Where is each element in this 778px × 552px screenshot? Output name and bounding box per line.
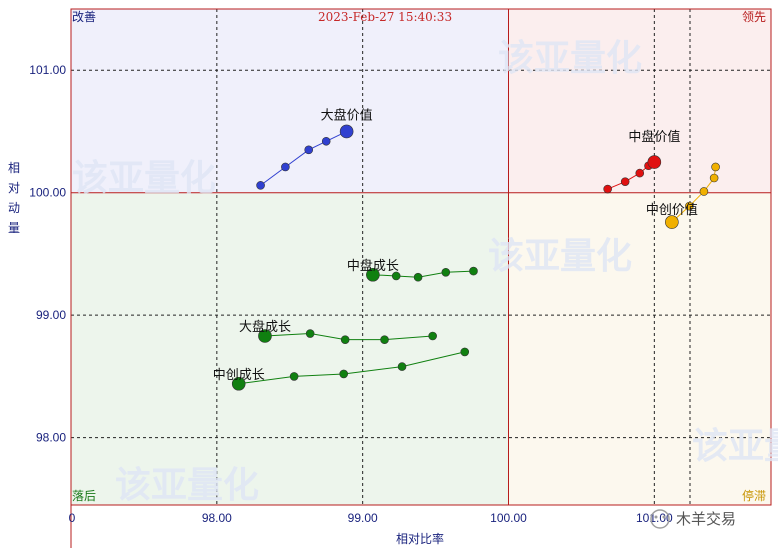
quadrant-label-improving: 改善 <box>72 9 96 24</box>
y-tick-label: 99.00 <box>36 308 66 322</box>
series-head-point <box>258 329 272 343</box>
brand-mark: 木羊交易 <box>650 509 736 529</box>
x-tick-label: 100.00 <box>490 511 527 525</box>
y-axis-title: 相对动量 <box>8 161 20 235</box>
watermark: 该亚量化 <box>498 38 642 79</box>
series-head-point <box>366 267 380 282</box>
series-head-point <box>339 124 354 139</box>
series-label: 中创成长 <box>213 368 265 383</box>
series-head-point <box>665 215 679 229</box>
series-point <box>281 162 290 172</box>
series-point <box>469 266 478 276</box>
quadrant-leading <box>508 9 771 193</box>
series-point <box>321 136 331 146</box>
series-label: 中盘成长 <box>347 258 399 274</box>
quadrant-label-lagging: 落后 <box>72 489 96 503</box>
x-tick-label: 101.00 <box>636 511 673 525</box>
series-point <box>305 329 315 338</box>
series-point <box>460 347 470 357</box>
series-point <box>256 181 265 190</box>
series-point <box>340 335 350 344</box>
series-point <box>441 268 451 277</box>
quadrant-improving <box>71 9 509 193</box>
series-point <box>709 173 719 183</box>
watermark: 该亚量化 <box>692 426 778 467</box>
y-tick-label: 101.00 <box>29 63 66 77</box>
series-point <box>603 184 612 194</box>
y-tick-label: 98.00 <box>36 431 66 445</box>
quadrant-weakening <box>508 192 771 505</box>
wechat-icon-eye <box>654 515 658 519</box>
series-head-point <box>231 376 246 391</box>
series-point <box>413 272 423 282</box>
series-point <box>620 177 630 186</box>
x-axis-title: 相对比率 <box>396 531 444 546</box>
series-point <box>391 271 401 281</box>
wechat-icon <box>650 509 670 529</box>
x-tick-label: 99.00 <box>348 511 378 525</box>
series-point <box>428 331 437 341</box>
series-point <box>304 145 314 155</box>
wechat-icon-eye <box>662 515 666 519</box>
quadrant-label-weakening: 停滞 <box>742 488 766 503</box>
series-label: 中创价值 <box>646 202 698 218</box>
series-point <box>380 335 389 344</box>
quadrant-lagging <box>71 192 509 505</box>
brand-name: 木羊交易 <box>676 510 736 528</box>
watermark: 该亚量化 <box>488 236 632 277</box>
series-point <box>699 187 709 196</box>
series-point <box>289 372 299 381</box>
series-point <box>711 162 720 172</box>
chart-timestamp: 2023-Feb-27 15:40:33 <box>318 10 452 24</box>
series-label: 大盘价值 <box>321 107 373 123</box>
series-head-point <box>647 155 662 169</box>
series-point <box>635 168 645 178</box>
series-point <box>685 201 694 211</box>
series-label: 中盘价值 <box>628 129 680 145</box>
series-point <box>339 369 349 379</box>
series-point <box>397 362 407 371</box>
x-tick-label: 0 <box>69 511 76 525</box>
series-label: 大盘成长 <box>239 319 291 335</box>
x-tick-label: 98.00 <box>202 511 232 525</box>
watermark: 该亚量化 <box>72 158 216 199</box>
quadrant-label-leading: 领先 <box>742 10 766 24</box>
watermark: 该亚量化 <box>115 465 259 506</box>
y-tick-label: 100.00 <box>29 186 66 200</box>
plot-frame <box>70 8 772 506</box>
